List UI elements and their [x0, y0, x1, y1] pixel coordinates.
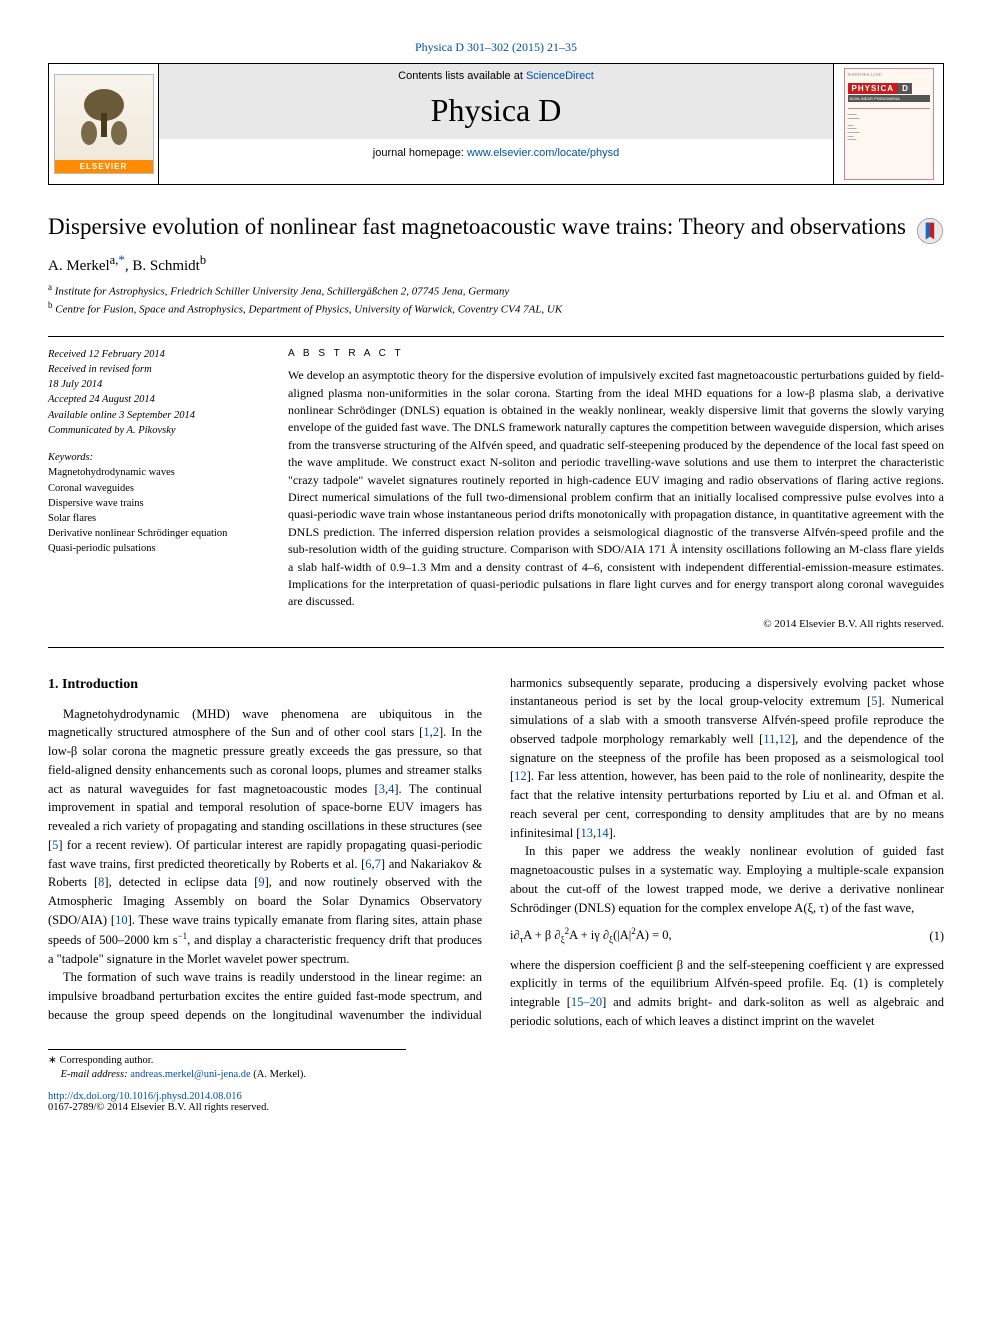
body-para-1: Magnetohydrodynamic (MHD) wave phenomena… [48, 705, 482, 969]
corresponding-email-link[interactable]: andreas.merkel@uni-jena.de [130, 1069, 250, 1080]
email-tail: (A. Merkel). [251, 1069, 306, 1080]
author-1[interactable]: A. Merkel [48, 258, 110, 274]
journal-name: Physica D [159, 88, 833, 139]
journal-cover-thumbnail[interactable]: NORTH-HOLLAND PHYSICAD NONLINEAR PHENOME… [844, 68, 934, 180]
cite-link[interactable]: 15–20 [571, 995, 602, 1009]
equation-1: i∂τA + β ∂ξ2A + iγ ∂ξ(|A|2A) = 0, (1) [510, 925, 944, 947]
affiliation-a: Institute for Astrophysics, Friedrich Sc… [55, 285, 509, 297]
footnote-star-icon: ∗ [48, 1055, 57, 1066]
history-accepted: Accepted 24 August 2014 [48, 392, 258, 407]
abstract-text: We develop an asymptotic theory for the … [288, 367, 944, 610]
elsevier-tree-icon [55, 75, 153, 160]
section-1-heading: 1. Introduction [48, 674, 482, 695]
cite-link[interactable]: 13 [580, 826, 593, 840]
keyword: Magnetohydrodynamic waves [48, 465, 258, 480]
abstract-column: A B S T R A C T We develop an asymptotic… [288, 337, 944, 643]
article-body: 1. Introduction Magnetohydrodynamic (MHD… [48, 674, 944, 1031]
history-revised-date: 18 July 2014 [48, 377, 258, 392]
affiliation-b: Centre for Fusion, Space and Astrophysic… [55, 304, 562, 316]
author-2-affil: b [200, 253, 206, 267]
affiliations: a Institute for Astrophysics, Friedrich … [48, 281, 944, 318]
keyword: Quasi-periodic pulsations [48, 541, 258, 556]
history-online: Available online 3 September 2014 [48, 408, 258, 423]
keyword: Dispersive wave trains [48, 496, 258, 511]
cite-link[interactable]: 12 [779, 732, 792, 746]
journal-ref-link[interactable]: Physica D 301–302 (2015) 21–35 [415, 40, 577, 54]
publisher-logo-cell: ELSEVIER [49, 64, 159, 184]
footnotes: ∗ Corresponding author. E-mail address: … [48, 1049, 406, 1083]
article-info-sidebar: Received 12 February 2014 Received in re… [48, 337, 258, 643]
keyword: Derivative nonlinear Schrödinger equatio… [48, 526, 258, 541]
article-history: Received 12 February 2014 Received in re… [48, 347, 258, 438]
homepage-link[interactable]: www.elsevier.com/locate/physd [467, 147, 619, 159]
email-label: E-mail address: [61, 1069, 131, 1080]
cover-physica-label: PHYSICA [848, 83, 899, 94]
issn-copyright: 0167-2789/© 2014 Elsevier B.V. All right… [48, 1102, 944, 1113]
article-title: Dispersive evolution of nonlinear fast m… [48, 213, 944, 242]
keyword: Coronal waveguides [48, 481, 258, 496]
contents-available-bar: Contents lists available at ScienceDirec… [159, 64, 833, 88]
abstract-copyright: © 2014 Elsevier B.V. All rights reserved… [288, 617, 944, 633]
header-center: Contents lists available at ScienceDirec… [159, 64, 833, 184]
history-communicated: Communicated by A. Pikovsky [48, 423, 258, 438]
doi-link[interactable]: http://dx.doi.org/10.1016/j.physd.2014.0… [48, 1091, 242, 1102]
history-received: Received 12 February 2014 [48, 347, 258, 362]
elsevier-logo[interactable]: ELSEVIER [54, 74, 154, 174]
body-para-3: In this paper we address the weakly nonl… [510, 842, 944, 917]
cite-link[interactable]: 14 [596, 826, 609, 840]
doi-block: http://dx.doi.org/10.1016/j.physd.2014.0… [48, 1091, 944, 1102]
journal-header: ELSEVIER Contents lists available at Sci… [48, 63, 944, 185]
journal-reference: Physica D 301–302 (2015) 21–35 [48, 40, 944, 55]
sciencedirect-link[interactable]: ScienceDirect [526, 70, 594, 82]
cover-subtitle: NONLINEAR PHENOMENA [848, 95, 930, 102]
cite-link[interactable]: 10 [115, 913, 128, 927]
cite-link[interactable]: 12 [514, 769, 527, 783]
authors-line: A. Merkela,*, B. Schmidtb [48, 252, 944, 275]
crossmark-icon[interactable] [916, 217, 944, 245]
keywords-heading: Keywords: [48, 450, 258, 465]
body-para-3b: where the dispersion coefficient β and t… [510, 956, 944, 1031]
equation-1-number: (1) [929, 927, 944, 946]
homepage-bar: journal homepage: www.elsevier.com/locat… [159, 139, 833, 167]
keywords-block: Keywords: Magnetohydrodynamic waves Coro… [48, 450, 258, 557]
contents-prefix: Contents lists available at [398, 70, 526, 82]
cover-d-label: D [898, 83, 912, 94]
cite-link[interactable]: 11 [763, 732, 775, 746]
footnote-corresponding: Corresponding author. [57, 1055, 154, 1066]
author-2[interactable]: , B. Schmidt [125, 258, 200, 274]
rule-bottom [48, 647, 944, 648]
elsevier-wordmark: ELSEVIER [55, 160, 153, 173]
homepage-prefix: journal homepage: [373, 147, 467, 159]
abstract-heading: A B S T R A C T [288, 347, 944, 362]
history-revised: Received in revised form [48, 362, 258, 377]
keyword: Solar flares [48, 511, 258, 526]
journal-cover-cell: NORTH-HOLLAND PHYSICAD NONLINEAR PHENOME… [833, 64, 943, 184]
